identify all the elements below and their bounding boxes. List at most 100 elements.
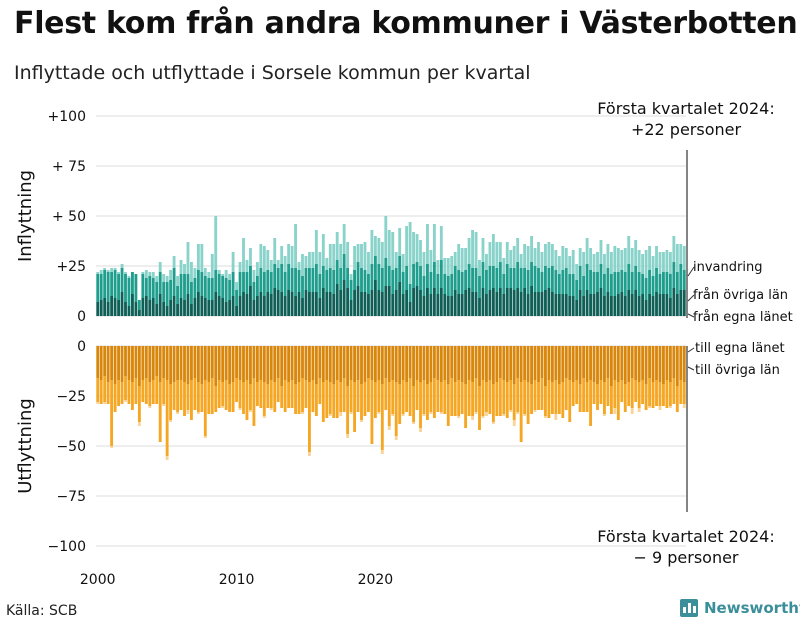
bar-segment-inflow	[561, 246, 565, 270]
bar-segment-inflow	[103, 268, 107, 270]
bar-segment-inflow	[346, 288, 350, 316]
bar-segment-inflow	[99, 300, 103, 316]
bar-segment-inflow	[124, 272, 127, 274]
ytick-label-outflow: −25	[56, 389, 86, 405]
bar-segment-inflow	[186, 294, 190, 316]
bar-segment-outflow	[290, 380, 294, 408]
bar-segment-inflow	[564, 268, 568, 294]
bar-segment-inflow	[599, 264, 603, 288]
bar-segment-inflow	[592, 254, 596, 272]
bar-segment-outflow	[540, 378, 544, 410]
bar-segment-inflow	[519, 268, 523, 292]
bar-segment-outflow	[623, 346, 627, 384]
bar-segment-outflow	[426, 384, 429, 420]
bar-segment-outflow	[360, 420, 363, 422]
bar-segment-outflow	[655, 380, 658, 406]
bar-segment-inflow	[550, 292, 554, 316]
bar-segment-outflow	[266, 346, 270, 384]
bar-segment-inflow	[509, 250, 513, 268]
bar-segment-inflow	[450, 274, 454, 296]
bar-segment-inflow	[609, 296, 613, 316]
bar-segment-outflow	[523, 346, 527, 380]
bar-segment-inflow	[158, 294, 162, 316]
bar-segment-inflow	[373, 280, 377, 316]
bar-segment-outflow	[96, 378, 100, 402]
bar-segment-inflow	[668, 274, 672, 298]
bar-segment-inflow	[474, 268, 478, 292]
newsworthy-icon	[680, 599, 698, 617]
bar-segment-inflow	[217, 274, 221, 296]
ytick-label-inflow: +25	[56, 259, 86, 275]
bar-segment-inflow	[207, 278, 211, 300]
bar-segment-inflow	[308, 292, 311, 316]
bar-segment-inflow	[665, 272, 669, 294]
bar-segment-outflow	[363, 346, 367, 382]
bar-segment-inflow	[148, 300, 152, 316]
bar-segment-inflow	[495, 242, 499, 268]
bar-segment-inflow	[634, 266, 638, 290]
bar-segment-inflow	[221, 298, 225, 316]
bar-segment-inflow	[106, 302, 110, 316]
bar-segment-inflow	[658, 252, 662, 274]
bar-segment-outflow	[495, 346, 499, 382]
bar-segment-outflow	[419, 382, 422, 428]
bar-segment-outflow	[131, 346, 134, 382]
bar-segment-outflow	[453, 346, 457, 382]
bar-segment-inflow	[346, 242, 350, 268]
bar-segment-outflow	[384, 346, 388, 378]
bar-segment-outflow	[328, 414, 332, 416]
bar-segment-outflow	[627, 382, 631, 406]
bar-segment-inflow	[131, 272, 134, 294]
bar-segment-inflow	[252, 300, 256, 316]
bar-segment-inflow	[301, 254, 304, 276]
annotation-inflow-line2: +22 personer	[631, 120, 742, 139]
bar-segment-inflow	[460, 294, 464, 316]
bar-segment-inflow	[526, 294, 530, 316]
bar-segment-outflow	[415, 380, 419, 410]
bar-segment-outflow	[561, 346, 565, 382]
bar-segment-inflow	[398, 228, 402, 256]
bar-segment-outflow	[412, 386, 415, 422]
bar-segment-inflow	[144, 270, 148, 278]
bar-segment-inflow	[419, 290, 422, 316]
bar-segment-inflow	[255, 276, 259, 296]
bar-segment-inflow	[526, 246, 530, 270]
bar-segment-outflow	[585, 382, 589, 412]
bar-segment-inflow	[655, 246, 658, 268]
bar-segment-inflow	[585, 238, 589, 264]
bar-segment-outflow	[349, 380, 353, 412]
ylabel-outflow: Utflyttning	[15, 398, 36, 494]
bar-segment-inflow	[238, 296, 242, 316]
bar-segment-outflow	[321, 382, 325, 422]
bar-segment-inflow	[537, 292, 540, 316]
bar-segment-inflow	[373, 236, 377, 256]
bar-segment-inflow	[648, 270, 651, 294]
bar-segment-outflow	[429, 382, 433, 412]
bar-segment-outflow	[169, 346, 173, 384]
bar-segment-outflow	[224, 380, 228, 410]
bar-segment-inflow	[485, 294, 488, 316]
bar-segment-inflow	[453, 266, 457, 290]
bar-segment-inflow	[176, 304, 179, 316]
bar-segment-outflow	[401, 346, 405, 380]
bar-segment-inflow	[415, 286, 419, 316]
bar-segment-inflow	[110, 272, 114, 296]
bar-segment-outflow	[127, 346, 131, 380]
bar-segment-inflow	[314, 230, 318, 264]
bar-segment-outflow	[259, 346, 263, 380]
bar-segment-inflow	[186, 274, 190, 294]
bar-segment-outflow	[662, 346, 665, 384]
bar-segment-outflow	[547, 346, 551, 380]
bar-segment-inflow	[481, 288, 485, 316]
bar-segment-inflow	[550, 266, 554, 292]
bar-segment-outflow	[155, 346, 159, 376]
bar-segment-outflow	[422, 414, 426, 416]
bar-segment-outflow	[124, 376, 127, 400]
bar-segment-inflow	[561, 270, 565, 294]
bar-segment-inflow	[419, 266, 422, 290]
bar-segment-outflow	[304, 346, 308, 380]
bar-segment-outflow	[394, 346, 398, 382]
bar-segment-outflow	[356, 380, 360, 412]
bar-segment-inflow	[561, 294, 565, 316]
brand-logo[interactable]: Newsworthy	[680, 599, 800, 617]
